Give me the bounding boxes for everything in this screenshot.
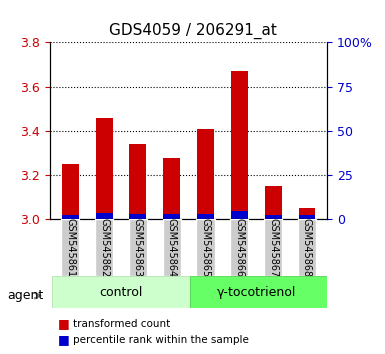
Bar	[62, 164, 79, 219]
FancyBboxPatch shape	[129, 219, 147, 276]
Text: GDS4059 / 206291_at: GDS4059 / 206291_at	[109, 23, 276, 39]
Text: γ-tocotrienol: γ-tocotrienol	[217, 286, 296, 298]
Text: GSM545862: GSM545862	[99, 218, 109, 278]
Text: ■: ■	[58, 333, 70, 346]
FancyBboxPatch shape	[95, 219, 113, 276]
FancyBboxPatch shape	[52, 276, 190, 308]
Text: GSM545863: GSM545863	[133, 218, 143, 278]
Text: control: control	[99, 286, 143, 298]
Bar	[265, 215, 281, 219]
FancyBboxPatch shape	[162, 219, 181, 276]
FancyBboxPatch shape	[196, 219, 215, 276]
Bar	[298, 209, 315, 219]
FancyBboxPatch shape	[61, 219, 79, 276]
Text: transformed count: transformed count	[73, 319, 171, 329]
Text: GSM545866: GSM545866	[234, 218, 244, 278]
Text: GSM545867: GSM545867	[268, 218, 278, 278]
Bar	[231, 211, 248, 219]
Text: ■: ■	[58, 318, 70, 330]
Text: GSM545864: GSM545864	[167, 218, 177, 278]
Bar	[96, 118, 112, 219]
Bar	[62, 215, 79, 219]
Bar	[298, 215, 315, 219]
FancyBboxPatch shape	[190, 276, 329, 308]
Bar	[129, 214, 146, 219]
Text: agent: agent	[8, 289, 44, 302]
Text: percentile rank within the sample: percentile rank within the sample	[73, 335, 249, 345]
Text: GSM545868: GSM545868	[302, 218, 312, 278]
Text: GSM545865: GSM545865	[201, 218, 211, 278]
Text: GSM545861: GSM545861	[65, 218, 75, 278]
FancyBboxPatch shape	[230, 219, 248, 276]
Bar	[96, 213, 112, 219]
Bar	[265, 186, 281, 219]
FancyBboxPatch shape	[298, 219, 316, 276]
FancyBboxPatch shape	[264, 219, 282, 276]
Bar	[129, 144, 146, 219]
Bar	[231, 71, 248, 219]
Bar	[197, 214, 214, 219]
Bar	[197, 129, 214, 219]
Bar	[163, 158, 180, 219]
Bar	[163, 214, 180, 219]
